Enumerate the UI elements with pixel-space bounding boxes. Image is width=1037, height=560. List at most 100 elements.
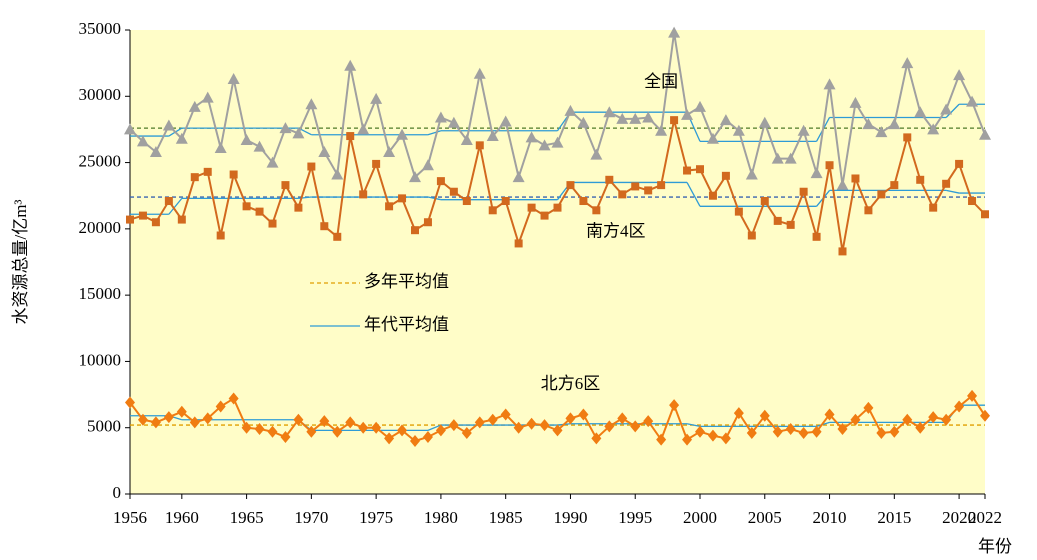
data-point <box>733 407 744 420</box>
data-point <box>331 168 344 180</box>
data-point <box>980 409 990 422</box>
data-point <box>592 206 601 215</box>
data-point <box>707 429 718 442</box>
series-label: 南方4区 <box>586 222 646 241</box>
data-point <box>422 430 433 443</box>
x-tick-label: 2005 <box>748 508 782 527</box>
data-point <box>876 427 887 440</box>
data-point <box>242 202 251 211</box>
data-point <box>305 98 318 110</box>
data-point <box>670 116 679 125</box>
data-point <box>577 116 590 128</box>
data-point <box>345 416 356 429</box>
data-point <box>500 408 511 421</box>
data-point <box>359 190 368 199</box>
data-point <box>629 112 642 124</box>
data-point <box>682 433 693 446</box>
y-tick-label: 25000 <box>79 151 122 170</box>
data-point <box>981 210 989 219</box>
data-point <box>566 181 575 190</box>
data-point <box>901 57 914 69</box>
data-point <box>409 171 421 183</box>
x-tick-label: 1956 <box>113 508 147 527</box>
data-point <box>125 396 135 409</box>
series-label: 北方6区 <box>541 374 601 393</box>
data-point <box>810 167 823 179</box>
data-point <box>811 425 822 438</box>
data-point <box>126 215 134 224</box>
data-point <box>462 197 471 206</box>
data-point <box>851 174 860 183</box>
data-point <box>214 141 227 153</box>
data-point <box>411 226 419 235</box>
data-point <box>461 427 472 440</box>
data-point <box>799 187 808 196</box>
data-point <box>719 114 732 126</box>
data-point <box>785 423 796 436</box>
data-point <box>421 159 434 171</box>
data-point <box>916 175 925 184</box>
data-point <box>888 118 901 130</box>
data-point <box>357 123 370 135</box>
data-point <box>473 67 486 79</box>
x-tick-label: 1980 <box>424 508 458 527</box>
data-point <box>837 423 848 436</box>
x-tick-label: 1970 <box>294 508 328 527</box>
data-point <box>475 141 484 150</box>
data-point <box>136 135 149 147</box>
y-tick-label: 30000 <box>79 85 122 104</box>
data-point <box>940 103 953 115</box>
data-point <box>706 132 719 144</box>
data-point <box>746 427 757 440</box>
data-point <box>824 408 835 421</box>
data-point <box>836 179 849 191</box>
data-point <box>668 26 681 38</box>
data-point <box>513 421 524 434</box>
data-point <box>294 203 303 212</box>
data-point <box>332 425 343 438</box>
data-point <box>890 181 899 190</box>
plot-area <box>130 30 985 494</box>
data-point <box>875 126 888 138</box>
y-tick-label: 35000 <box>79 19 122 38</box>
data-point <box>202 412 213 425</box>
data-point <box>656 433 667 446</box>
data-point <box>552 424 563 437</box>
data-point <box>955 159 964 168</box>
data-point <box>501 197 510 206</box>
data-point <box>333 232 342 241</box>
x-tick-label: 2000 <box>683 508 717 527</box>
data-point <box>942 179 951 188</box>
x-tick-label: 2020 <box>942 508 976 527</box>
data-point <box>538 139 551 151</box>
data-point <box>398 194 407 203</box>
data-point <box>889 425 900 438</box>
data-point <box>423 218 432 227</box>
data-point <box>863 401 874 414</box>
x-tick-label: 2010 <box>813 508 847 527</box>
y-axis-label: 水资源总量/亿m³ <box>11 199 30 324</box>
data-point <box>797 124 810 136</box>
decade-step <box>168 197 183 215</box>
data-point <box>630 420 641 433</box>
data-point <box>696 165 704 174</box>
data-point <box>177 215 186 224</box>
data-point <box>176 405 187 418</box>
data-point <box>266 156 279 168</box>
data-point <box>240 134 253 146</box>
data-point <box>850 413 861 426</box>
data-point <box>163 411 174 424</box>
data-point <box>631 182 640 191</box>
data-point <box>616 112 629 124</box>
data-point <box>928 411 939 424</box>
data-point <box>603 106 616 118</box>
data-point <box>927 123 940 135</box>
data-point <box>604 420 615 433</box>
x-tick-label: 1985 <box>489 508 523 527</box>
data-point <box>449 187 458 196</box>
data-point <box>372 159 381 168</box>
data-point <box>758 116 771 128</box>
data-point <box>124 123 136 135</box>
data-point <box>268 219 277 228</box>
decade-step <box>945 103 960 118</box>
